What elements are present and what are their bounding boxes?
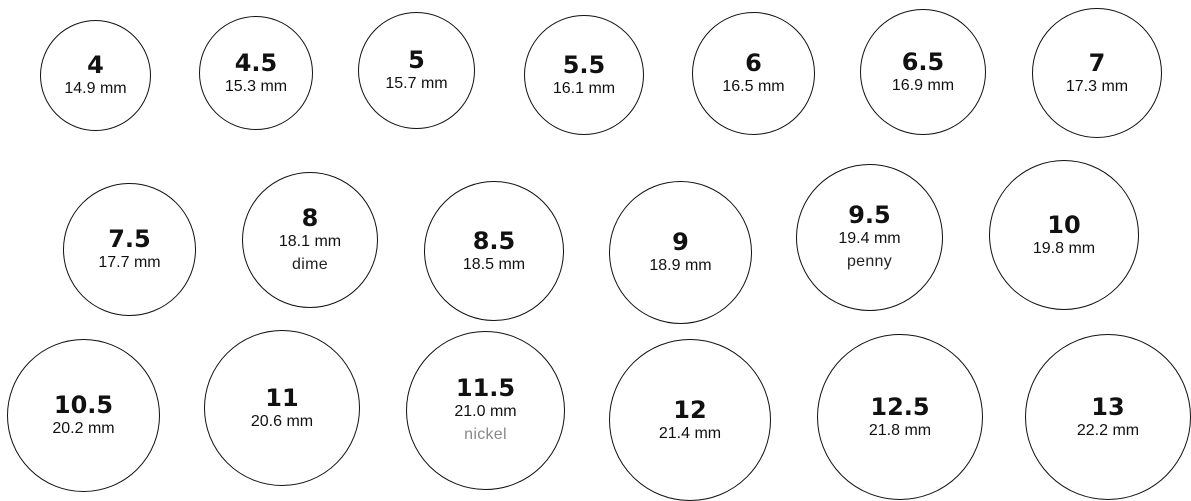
ring-size-label: 5.5 xyxy=(562,50,606,79)
ring-size-10: 10 19.8 mm xyxy=(989,160,1139,310)
ring-diameter: 21.0 mm xyxy=(454,403,517,420)
ring-size-6: 6 16.5 mm xyxy=(692,12,815,135)
ring-size-label: 5 xyxy=(408,46,425,74)
ring-size-9: 9 18.9 mm xyxy=(609,181,752,324)
ring-size-label: 7.5 xyxy=(108,225,151,253)
ring-size-label: 7 xyxy=(1088,48,1106,77)
ring-size-label: 11 xyxy=(265,383,299,412)
ring-size-label: 12 xyxy=(673,395,707,424)
ring-size-10-5: 10.5 20.2 mm xyxy=(7,339,160,492)
ring-size-12: 12 21.4 mm xyxy=(609,339,771,501)
ring-size-11-5: 11.5 21.0 mm nickel xyxy=(406,331,565,490)
ring-diameter: 19.4 mm xyxy=(838,230,901,247)
ring-size-7-5: 7.5 17.7 mm xyxy=(63,183,196,316)
ring-size-8: 8 18.1 mm dime xyxy=(242,172,378,308)
ring-size-4-5: 4.5 15.3 mm xyxy=(199,16,313,130)
ring-size-12-5: 12.5 21.8 mm xyxy=(817,334,983,500)
ring-size-label: 9 xyxy=(672,228,689,256)
coin-reference-penny: penny xyxy=(846,253,893,270)
coin-reference-nickel: nickel xyxy=(464,426,507,443)
ring-size-label: 10.5 xyxy=(53,391,114,419)
ring-diameter: 18.5 mm xyxy=(462,255,526,273)
ring-size-label: 8 xyxy=(301,203,319,232)
ring-diameter: 21.4 mm xyxy=(658,424,722,442)
ring-size-label: 9.5 xyxy=(848,201,891,229)
ring-diameter: 17.3 mm xyxy=(1065,77,1129,95)
ring-size-13: 13 22.2 mm xyxy=(1025,334,1191,500)
ring-diameter: 16.1 mm xyxy=(552,79,616,97)
ring-size-label: 13 xyxy=(1091,392,1125,421)
ring-size-label: 10 xyxy=(1047,210,1081,239)
ring-size-label: 12.5 xyxy=(870,392,930,421)
ring-diameter: 20.6 mm xyxy=(250,412,314,430)
ring-size-4: 4 14.9 mm xyxy=(40,20,151,131)
ring-diameter: 14.9 mm xyxy=(64,80,127,97)
ring-diameter: 20.2 mm xyxy=(52,420,115,437)
ring-size-label: 4.5 xyxy=(234,48,278,77)
ring-diameter: 15.7 mm xyxy=(385,75,448,92)
ring-size-8-5: 8.5 18.5 mm xyxy=(424,181,564,321)
ring-diameter: 19.8 mm xyxy=(1032,239,1096,257)
ring-diameter: 21.8 mm xyxy=(868,421,932,439)
ring-size-5: 5 15.7 mm xyxy=(358,12,475,129)
ring-size-label: 4 xyxy=(87,51,104,79)
ring-diameter: 16.9 mm xyxy=(891,76,955,94)
ring-size-6-5: 6.5 16.9 mm xyxy=(860,9,986,135)
ring-diameter: 15.3 mm xyxy=(224,77,288,95)
ring-diameter: 18.1 mm xyxy=(278,232,342,250)
ring-diameter: 22.2 mm xyxy=(1076,421,1140,439)
ring-size-label: 6 xyxy=(745,49,762,77)
ring-size-5-5: 5.5 16.1 mm xyxy=(524,15,644,135)
ring-size-7: 7 17.3 mm xyxy=(1032,8,1162,138)
ring-size-label: 8.5 xyxy=(472,226,516,255)
coin-reference-dime: dime xyxy=(292,255,328,273)
ring-diameter: 17.7 mm xyxy=(98,254,161,271)
ring-size-label: 11.5 xyxy=(455,374,516,402)
ring-diameter: 16.5 mm xyxy=(722,78,785,95)
ring-size-11: 11 20.6 mm xyxy=(204,330,360,486)
ring-size-9-5: 9.5 19.4 mm penny xyxy=(796,164,943,311)
ring-size-label: 6.5 xyxy=(901,47,945,76)
ring-diameter: 18.9 mm xyxy=(649,257,712,274)
